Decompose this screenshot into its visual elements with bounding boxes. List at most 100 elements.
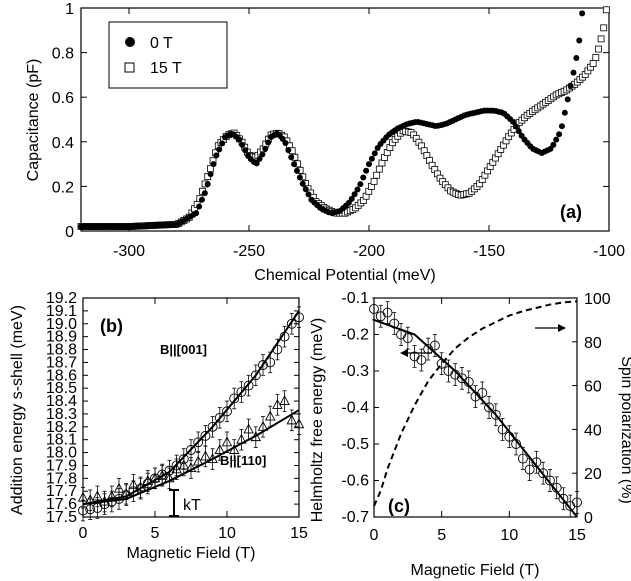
- data-point-0T: [282, 139, 289, 146]
- panel-c-xlabel: Magnetic Field (T): [411, 562, 540, 579]
- panel-c-ytick-right-label: 80: [584, 335, 602, 352]
- panel-b-ytick-label: 17.8: [46, 470, 77, 487]
- annotation-b001: B||[001]: [160, 342, 207, 357]
- data-point-free-energy: [382, 307, 393, 318]
- data-point-0T: [219, 140, 226, 147]
- panel-c-label: (c): [388, 496, 410, 516]
- data-point-0T: [294, 167, 300, 174]
- panel-c-ytick-label: -0.2: [341, 327, 369, 344]
- data-point-b001: [286, 318, 297, 329]
- panel-b-xtick-label: 0: [79, 525, 88, 542]
- data-point-b110: [192, 455, 204, 466]
- data-point-0T: [512, 123, 519, 130]
- panel-c-xtick-label: 15: [568, 527, 586, 544]
- data-point-b110: [92, 490, 103, 501]
- data-point-b110: [99, 495, 110, 506]
- data-point-0T: [239, 141, 246, 148]
- data-point-free-energy: [402, 333, 413, 344]
- data-point-0T: [576, 37, 583, 44]
- data-point-0T: [196, 203, 203, 210]
- data-point-15T: [589, 60, 597, 67]
- data-point-b110: [207, 453, 218, 463]
- data-point-15T: [602, 6, 610, 14]
- data-point-free-energy: [551, 482, 562, 493]
- panel-c-ytick-label: -0.5: [341, 436, 369, 453]
- panel-a-xtick-label: -200: [353, 243, 385, 260]
- panel-a-ytick-label: 0.2: [52, 179, 74, 196]
- panel-b-frame: [82, 297, 300, 518]
- data-point-free-energy: [463, 377, 474, 387]
- data-point-0T: [351, 191, 358, 198]
- data-point-b001: [265, 357, 276, 368]
- data-point-free-energy: [504, 431, 515, 442]
- data-point-b110: [171, 463, 182, 474]
- panel-b-ytick-label: 18.9: [46, 329, 77, 346]
- panel-c-ytick-right-label: 40: [584, 422, 602, 439]
- data-point-free-energy: [369, 304, 379, 314]
- panel-a-xtick-label: -100: [593, 243, 625, 260]
- panel-c-ytick-label: -0.1: [341, 290, 369, 307]
- panel-b-ytick-label: 18.7: [46, 354, 77, 371]
- data-point-15T: [378, 159, 386, 167]
- data-point-b110: [185, 462, 197, 472]
- panel-a-ytick-label: 1: [65, 1, 74, 18]
- data-point-0T: [256, 155, 263, 162]
- data-point-free-energy: [524, 464, 535, 475]
- panel-b-xtick-label: 5: [151, 525, 160, 542]
- data-point-free-energy: [484, 402, 494, 413]
- panel-b-ytick-label: 18.2: [46, 419, 77, 436]
- panel-c: 0 5 10 15-0.1-0.2-0.3-0.4-0.5-0.6-0.7 020406…: [309, 290, 631, 579]
- panel-b-ytick-label: 18.6: [46, 367, 77, 384]
- data-point-b001: [236, 387, 247, 397]
- data-point-b001: [229, 393, 240, 404]
- data-point-0T: [354, 186, 361, 193]
- data-point-b110: [214, 444, 226, 454]
- data-point-b110: [178, 459, 190, 470]
- legend-marker-15T: [124, 62, 135, 73]
- data-point-0T: [302, 186, 309, 193]
- data-point-free-energy: [558, 493, 569, 504]
- panel-b-xtick-label: 15: [290, 525, 308, 542]
- panel-a-frame: [80, 7, 610, 232]
- annotation-kt: kT: [183, 497, 201, 514]
- panel-b-ylabel: Addition energy s-shell (meV): [9, 305, 26, 515]
- data-point-0T: [371, 150, 378, 157]
- panel-c-ytick-label: -0.7: [341, 509, 369, 526]
- data-point-0T: [242, 147, 249, 154]
- data-point-15T: [373, 171, 381, 179]
- data-point-b110: [257, 420, 269, 431]
- data-point-0T: [253, 160, 260, 167]
- data-point-free-energy: [490, 409, 501, 420]
- data-point-b110: [200, 450, 211, 461]
- data-point-0T: [553, 136, 560, 143]
- legend-label-15T: 15 T: [150, 60, 182, 77]
- legend-label-0T: 0 T: [150, 35, 173, 52]
- data-point-0T: [368, 155, 375, 162]
- panel-b-ytick-label: 18.3: [46, 406, 77, 423]
- panel-b-ytick-label: 17.7: [46, 483, 77, 500]
- data-point-b001: [207, 421, 218, 432]
- panel-c-xtick-label: 10: [500, 527, 518, 544]
- panel-c-ytick-right-label: 20: [584, 466, 602, 483]
- data-point-b110: [149, 472, 161, 483]
- data-point-15T: [592, 54, 600, 62]
- data-point-0T: [216, 146, 223, 153]
- data-point-b110: [243, 423, 254, 434]
- data-point-0T: [348, 195, 355, 202]
- data-point-15T: [597, 35, 605, 43]
- data-point-0T: [262, 145, 269, 152]
- data-point-0T: [236, 136, 243, 143]
- panel-b-ytick-label: 19.2: [46, 290, 77, 307]
- data-point-0T: [193, 210, 200, 217]
- panel-c-ytick-right-label: 100: [584, 291, 611, 308]
- data-point-0T: [285, 147, 292, 154]
- data-point-0T: [291, 161, 298, 168]
- panel-c-xtick-label: 5: [437, 527, 446, 544]
- data-point-0T: [363, 167, 370, 174]
- data-point-b110: [106, 490, 118, 501]
- data-point-0T: [573, 54, 580, 61]
- data-point-0T: [357, 181, 364, 188]
- data-point-15T: [595, 45, 602, 53]
- data-point-0T: [550, 141, 557, 148]
- data-point-15T: [375, 165, 383, 173]
